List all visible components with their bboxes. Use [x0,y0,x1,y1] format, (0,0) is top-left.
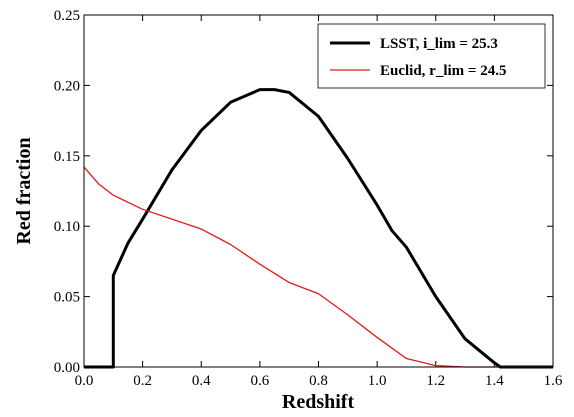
x-tick-label: 0.2 [133,373,152,389]
y-tick-label: 0.15 [54,149,80,165]
x-tick-label: 0.4 [192,373,211,389]
x-tick-label: 1.2 [426,373,445,389]
y-tick-label: 0.25 [54,8,80,24]
line [84,88,553,369]
legend-label: Euclid, r_lim = 24.5 [380,63,506,79]
x-axis-label: Redshift [282,391,355,413]
x-tick-label: 0.6 [251,373,270,389]
x-tick-label: 0.8 [309,373,328,389]
legend-box [317,23,546,89]
x-tick-label: 1.6 [544,373,563,389]
y-tick-label: 0.10 [54,219,80,235]
y-tick-label: 0.20 [54,78,80,94]
x-tick-label: 1.0 [368,373,387,389]
x-tick-label: 0.0 [75,373,94,389]
x-tick-label: 1.4 [485,373,504,389]
y-tick-label: 0.05 [54,290,80,306]
legend-label: LSST, i_lim = 25.3 [380,36,498,52]
y-tick-label: 0.00 [54,360,80,376]
line [83,166,553,368]
plot-frame [83,14,554,368]
y-axis-label: Red fraction [13,137,35,244]
